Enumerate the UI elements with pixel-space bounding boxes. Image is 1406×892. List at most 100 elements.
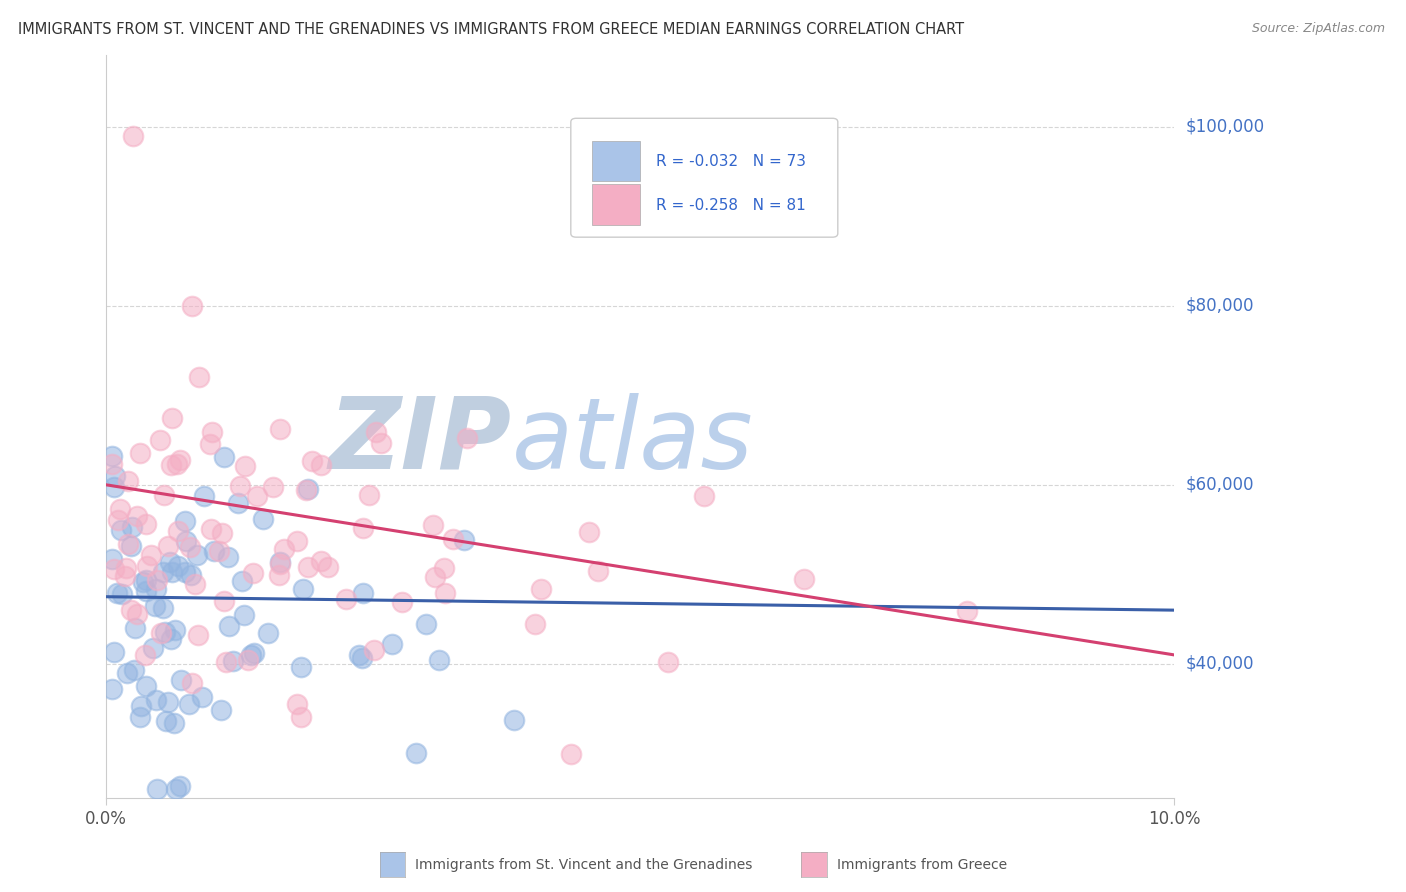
Point (169, 673, 191, 688)
Point (214, 655, 236, 669)
Point (103, 644, 125, 658)
Point (149, 626, 172, 640)
Point (135, 517, 157, 532)
Point (135, 584, 157, 599)
Point (242, 566, 264, 580)
Point (131, 575, 153, 590)
Point (180, 299, 202, 313)
Point (349, 648, 371, 662)
Point (148, 434, 170, 448)
Point (357, 488, 380, 502)
Text: Immigrants from St. Vincent and the Grenadines: Immigrants from St. Vincent and the Gren… (415, 858, 752, 872)
Point (202, 543, 225, 558)
Point (128, 445, 150, 459)
Point (121, 519, 143, 533)
Text: Source: ZipAtlas.com: Source: ZipAtlas.com (1251, 22, 1385, 36)
Point (152, 487, 174, 501)
Point (273, 541, 295, 556)
Point (101, 458, 124, 472)
Point (352, 586, 374, 600)
Point (233, 459, 256, 474)
Point (427, 653, 450, 667)
Point (110, 587, 132, 601)
Text: Immigrants from Greece: Immigrants from Greece (837, 858, 1007, 872)
FancyBboxPatch shape (592, 141, 640, 181)
Point (165, 782, 187, 797)
Point (129, 698, 152, 713)
Point (174, 515, 197, 529)
Point (352, 650, 374, 665)
Point (222, 654, 245, 668)
Point (269, 555, 291, 569)
Point (246, 489, 269, 503)
Point (231, 574, 253, 589)
FancyBboxPatch shape (571, 119, 838, 237)
Point (214, 450, 236, 465)
Point (177, 698, 200, 712)
Point (290, 710, 312, 724)
Point (134, 648, 156, 662)
Point (212, 594, 235, 608)
Point (125, 607, 148, 621)
Point (381, 637, 404, 651)
Point (364, 425, 387, 439)
Point (309, 458, 332, 473)
Point (657, 655, 679, 669)
Point (187, 628, 209, 642)
Point (155, 714, 177, 728)
Text: $60,000: $60,000 (1185, 475, 1254, 494)
Point (103, 480, 125, 494)
Point (433, 586, 456, 600)
Point (523, 617, 546, 632)
Point (180, 567, 202, 582)
Point (269, 422, 291, 436)
Point (117, 537, 139, 551)
Point (423, 569, 446, 583)
Text: R = -0.032   N = 73: R = -0.032 N = 73 (657, 154, 806, 169)
Point (187, 370, 209, 384)
Point (201, 425, 224, 440)
Point (269, 558, 291, 572)
Point (295, 483, 318, 498)
Point (159, 632, 181, 646)
Point (453, 533, 475, 547)
Point (191, 690, 214, 704)
Point (160, 458, 183, 472)
Point (156, 695, 179, 709)
Point (200, 436, 222, 450)
Point (174, 566, 197, 580)
Point (560, 747, 582, 761)
Point (309, 554, 332, 568)
Point (586, 564, 609, 578)
Point (291, 582, 314, 596)
Point (956, 604, 979, 618)
Point (239, 648, 262, 662)
Point (135, 679, 157, 693)
Point (285, 697, 308, 711)
Point (169, 453, 191, 467)
Point (217, 550, 239, 565)
Point (105, 585, 128, 599)
Point (297, 560, 319, 574)
Text: $40,000: $40,000 (1185, 655, 1254, 673)
Point (200, 522, 222, 536)
Text: $80,000: $80,000 (1185, 297, 1254, 315)
Point (145, 582, 167, 596)
Point (152, 601, 174, 615)
Point (236, 653, 259, 667)
Point (226, 495, 249, 509)
Point (166, 457, 188, 471)
Point (166, 524, 188, 539)
Point (209, 703, 232, 717)
Point (441, 533, 464, 547)
Point (100, 682, 122, 697)
Point (120, 603, 142, 617)
Point (103, 562, 125, 576)
Point (104, 468, 127, 483)
Point (101, 450, 124, 464)
Point (169, 779, 191, 793)
Point (100, 552, 122, 566)
Point (793, 572, 815, 586)
Point (160, 565, 183, 579)
Point (117, 666, 139, 681)
